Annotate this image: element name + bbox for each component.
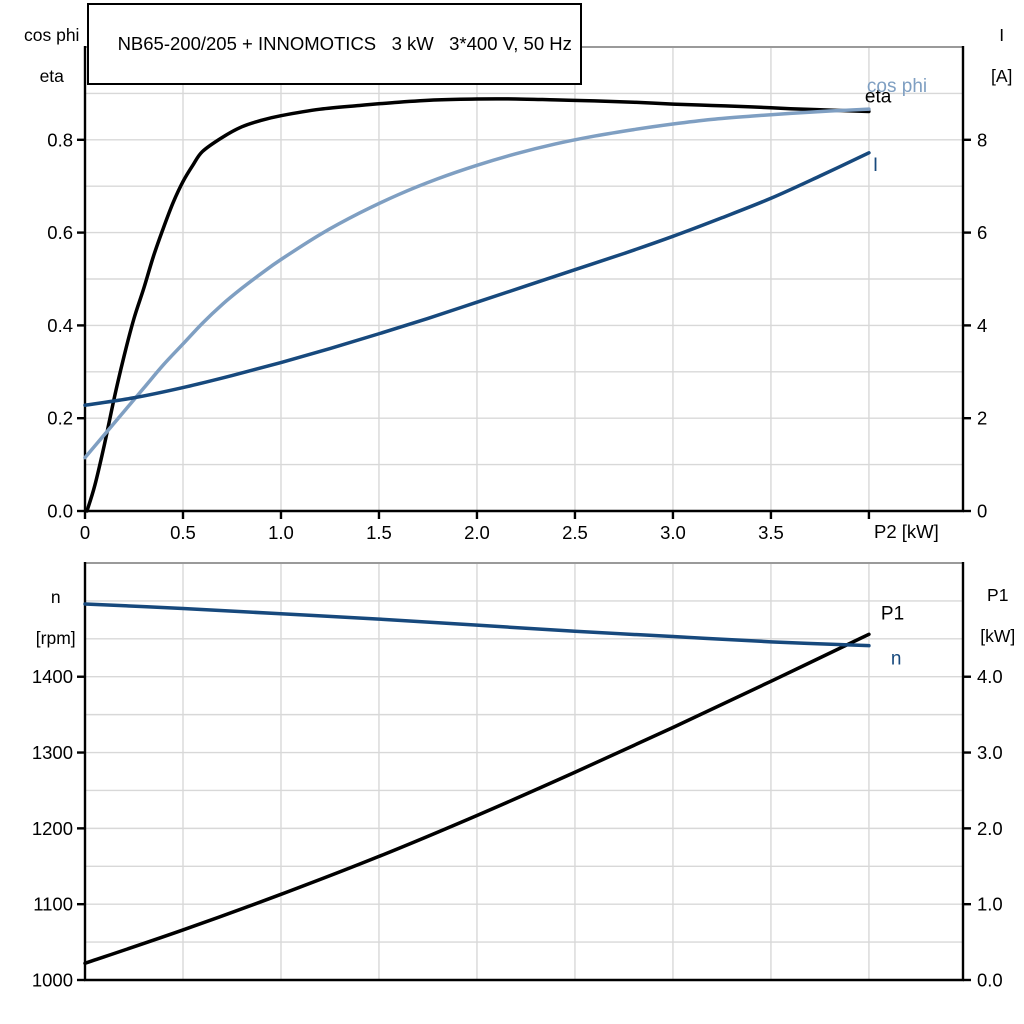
n-curve [83,602,871,648]
n-curve-label: n [891,649,902,670]
right-tick-label: 1.0 [977,894,1003,915]
right-tick-label: 4 [977,315,987,336]
I-curve [83,151,871,407]
x-tick-label: 1.5 [366,522,392,543]
x-tick-label: 3.0 [660,522,686,543]
right-tick-label: 8 [977,129,987,150]
x-tick-label: 3.5 [758,522,784,543]
current-axis-label: I [999,24,1005,45]
chart-title-box: NB65-200/205 + INNOMOTICS 3 kW 3*400 V, … [87,3,582,85]
left-tick-label: 1000 [32,970,73,991]
I-curve-label: I [873,155,878,176]
P1-curve [83,632,871,966]
right-tick-label: 0 [977,501,987,522]
chart-title: NB65-200/205 + INNOMOTICS 3 kW 3*400 V, … [117,33,572,54]
x-tick-label: 2.0 [464,522,490,543]
left-tick-label: 0.0 [47,501,73,522]
eta-axis-label: eta [39,65,64,86]
P1-curve-label: P1 [881,603,904,624]
x-tick-label: 0 [80,522,90,543]
x-axis-label: P2 [kW] [874,521,939,542]
x-tick-label: 0.5 [170,522,196,543]
right-tick-label: 2 [977,408,987,429]
left-tick-label: 1100 [33,894,73,915]
x-tick-label: 1.0 [268,522,294,543]
left-tick-label: 1400 [32,666,73,687]
cos_phi-curve-label: cos phi [867,76,927,97]
x-tick-label: 2.5 [562,522,588,543]
right-tick-label: 0.0 [977,970,1003,991]
right-tick-label: 6 [977,222,987,243]
right-tick-label: 2.0 [977,818,1003,839]
right-tick-label: 3.0 [977,742,1003,763]
eta-curve-label: eta [865,86,892,107]
cos_phi-curve [83,107,871,460]
right-tick-label: 4.0 [977,666,1003,687]
left-tick-label: 1300 [32,742,73,763]
top-right-axis-label: I [A] [966,4,1018,107]
speed-axis-label: n [50,586,61,607]
speed-axis-unit: [rpm] [35,627,76,648]
top-left-axis-label: cos phi eta [4,4,80,107]
power-axis-label: P1 [987,584,1009,605]
cos-phi-axis-label: cos phi [24,24,80,45]
left-tick-label: 0.6 [47,222,73,243]
eta-curve [85,97,871,513]
left-tick-label: 0.4 [47,315,73,336]
left-tick-label: 1200 [32,818,73,839]
bottom-right-axis-label: P1 [kW] [958,564,1018,667]
bottom-left-axis-label: n [rpm] [12,566,80,669]
left-tick-label: 0.8 [47,129,73,150]
left-tick-label: 0.2 [47,408,73,429]
power-axis-unit: [kW] [980,625,1016,646]
current-axis-unit: [A] [991,65,1013,86]
